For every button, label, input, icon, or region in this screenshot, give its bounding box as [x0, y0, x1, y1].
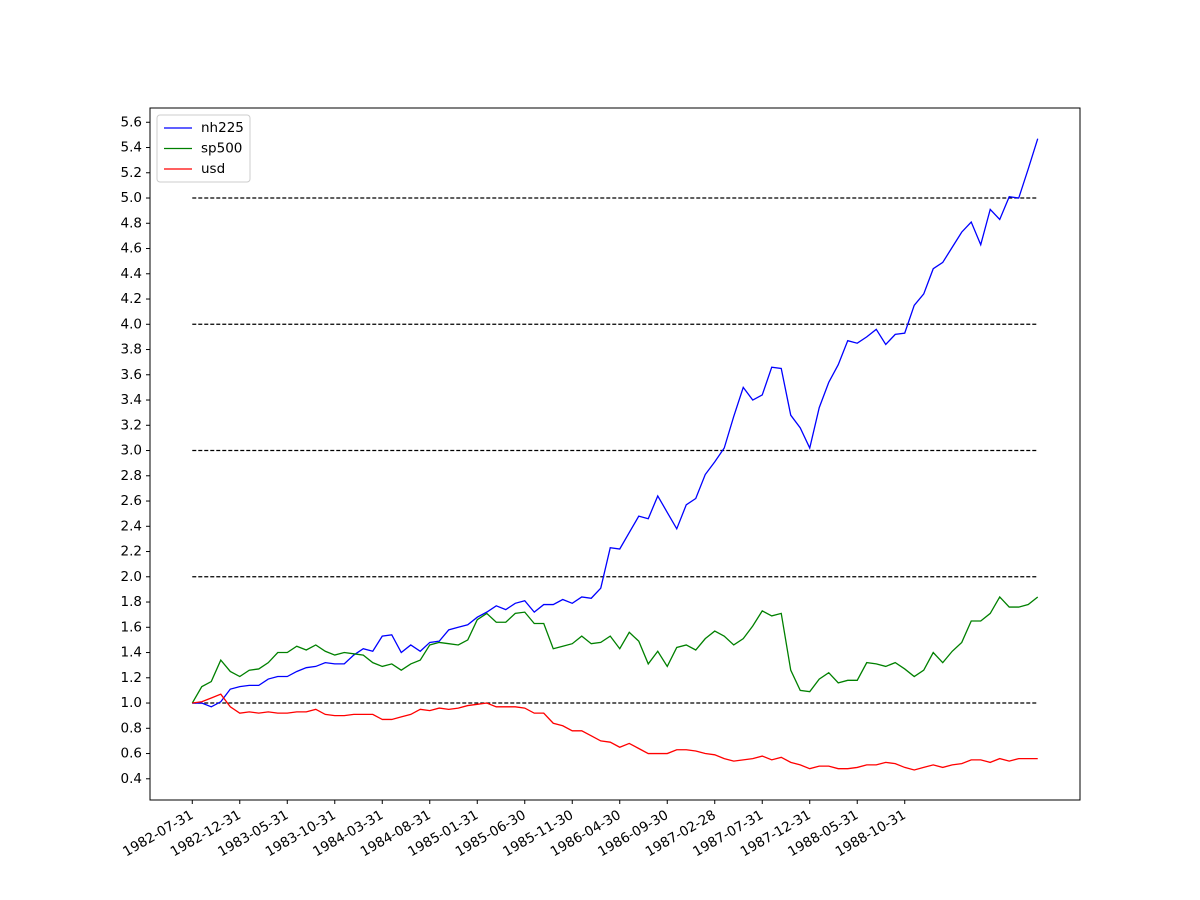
series-line	[191, 595, 1039, 704]
legend-box	[156, 114, 251, 183]
legend-label: usd	[201, 161, 225, 177]
y-tick-label: 0.8	[121, 720, 142, 736]
y-tick-label: 5.0	[121, 190, 142, 206]
series-line	[192, 138, 1039, 708]
plot-area	[149, 107, 1081, 801]
y-tick-label: 1.0	[121, 695, 142, 711]
y-tick-label: 1.4	[121, 645, 142, 661]
y-tick-label: 0.4	[121, 771, 142, 787]
y-tick-label: 2.6	[121, 493, 142, 509]
legend-label: sp500	[201, 141, 242, 157]
y-tick-label: 0.6	[121, 746, 142, 762]
y-tick-label: 4.6	[121, 241, 142, 257]
y-tick-label: 4.0	[121, 316, 142, 332]
y-tick-label: 2.8	[121, 468, 142, 484]
y-tick-label: 3.4	[121, 392, 142, 408]
y-tick-label: 5.6	[121, 114, 142, 130]
y-tick-label: 3.0	[121, 443, 142, 459]
y-tick-label: 5.4	[121, 140, 142, 156]
y-tick-label: 4.4	[121, 266, 142, 282]
y-tick-label: 3.2	[121, 417, 142, 433]
legend-label: nh225	[201, 120, 244, 136]
y-tick-label: 1.6	[121, 619, 142, 635]
y-tick-label: 4.8	[121, 215, 142, 231]
y-tick-label: 3.8	[121, 342, 142, 358]
legend: nh225 sp500 usd	[156, 114, 251, 183]
series-line	[192, 693, 1038, 771]
y-tick-label: 1.8	[121, 594, 142, 610]
y-tick-label: 4.2	[121, 291, 142, 307]
y-tick-label: 3.6	[121, 367, 142, 383]
y-tick-label: 2.2	[121, 544, 142, 560]
y-tick-label: 2.4	[121, 518, 142, 534]
y-tick-label: 5.2	[121, 165, 142, 181]
y-tick-label: 1.2	[121, 670, 142, 686]
y-tick-label: 2.0	[121, 569, 142, 585]
